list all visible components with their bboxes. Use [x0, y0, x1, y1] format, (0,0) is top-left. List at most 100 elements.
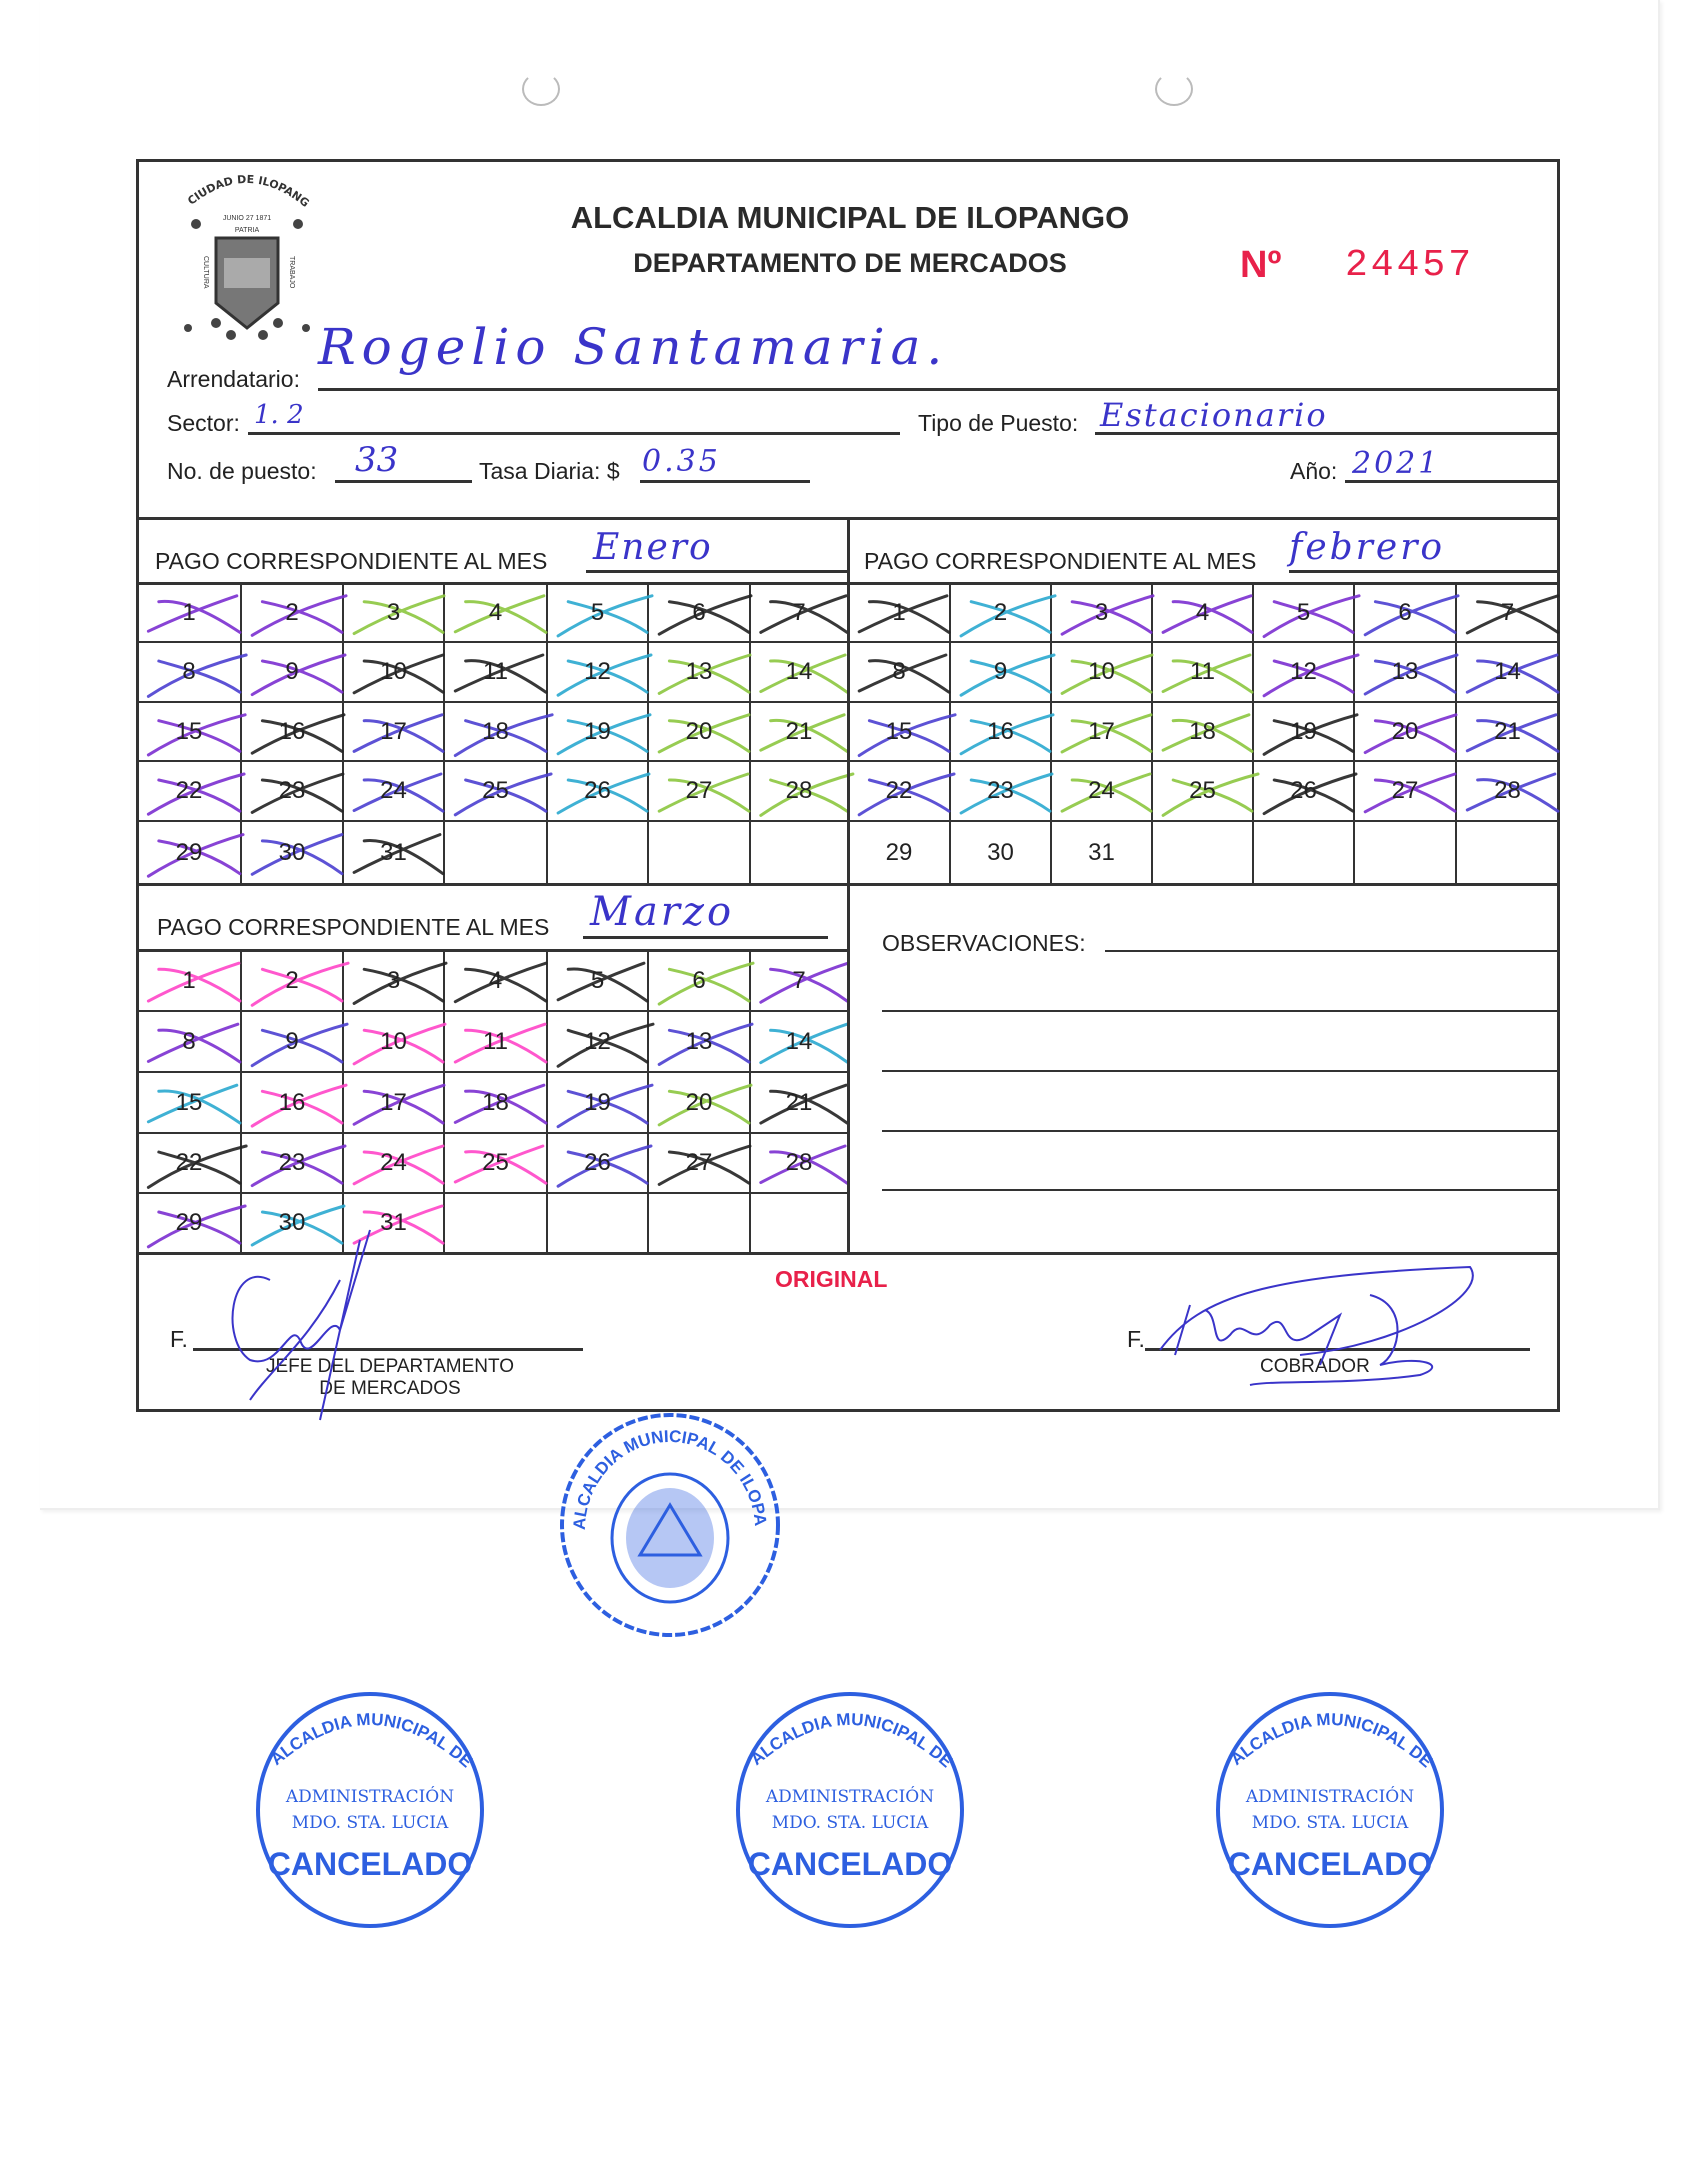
day-cell[interactable]: 16	[951, 703, 1055, 762]
day-cell[interactable]: 15	[138, 1073, 242, 1134]
day-cell[interactable]: 1	[138, 951, 242, 1012]
day-cell[interactable]: 5	[548, 584, 654, 643]
observaciones-line[interactable]	[882, 1130, 1560, 1132]
day-cell[interactable]: 9	[242, 1012, 349, 1073]
day-cell[interactable]: 4	[1153, 584, 1254, 643]
day-cell[interactable]: 10	[344, 1012, 447, 1073]
tasa-field[interactable]: 0.35	[642, 444, 721, 479]
day-cell[interactable]: 27	[1355, 762, 1457, 822]
day-cell[interactable]: 1	[849, 584, 951, 643]
day-cell[interactable]: 22	[138, 762, 246, 822]
day-cell[interactable]: 7	[751, 951, 850, 1012]
day-cell[interactable]: 5	[1254, 584, 1361, 643]
day-cell[interactable]: 18	[445, 703, 554, 762]
month-value[interactable]: Marzo	[590, 889, 735, 935]
observaciones-line[interactable]	[882, 1189, 1560, 1191]
day-cell[interactable]: 4	[445, 951, 548, 1012]
day-cell[interactable]: 28	[1457, 762, 1560, 822]
day-cell[interactable]: 16	[242, 1073, 348, 1134]
day-cell[interactable]: 31	[344, 1194, 445, 1254]
day-cell[interactable]: 14	[751, 1012, 849, 1073]
day-cell[interactable]: 7	[1457, 584, 1560, 643]
day-cell[interactable]: 8	[138, 643, 248, 703]
day-cell[interactable]: 28	[751, 762, 855, 822]
day-cell[interactable]: 31	[344, 822, 445, 885]
day-cell[interactable]: 31	[1052, 822, 1153, 885]
day-cell[interactable]: 1	[138, 584, 242, 643]
day-cell[interactable]: 11	[445, 643, 548, 703]
observaciones-line[interactable]	[882, 1010, 1560, 1012]
day-cell[interactable]: 12	[548, 1012, 655, 1073]
day-cell[interactable]: 19	[1254, 703, 1359, 762]
day-cell[interactable]: 29	[138, 1194, 247, 1254]
day-cell[interactable]: 12	[1254, 643, 1360, 703]
day-cell[interactable]: 8	[849, 643, 951, 703]
day-cell[interactable]: 15	[138, 703, 247, 762]
day-cell[interactable]: 14	[1457, 643, 1560, 703]
day-cell[interactable]: 26	[1254, 762, 1358, 822]
day-cell[interactable]: 18	[445, 1073, 548, 1134]
day-cell[interactable]: 5	[548, 951, 649, 1012]
day-cell[interactable]: 4	[445, 584, 548, 643]
day-cell[interactable]: 17	[344, 1073, 446, 1134]
day-cell[interactable]: 21	[1457, 703, 1560, 762]
observaciones-line[interactable]	[882, 1070, 1560, 1072]
day-cell[interactable]: 18	[1153, 703, 1254, 762]
day-cell[interactable]: 20	[1355, 703, 1458, 762]
day-cell[interactable]: 29	[849, 822, 951, 885]
day-cell[interactable]: 11	[1153, 643, 1254, 703]
day-cell[interactable]: 10	[344, 643, 445, 703]
day-cell[interactable]: 12	[548, 643, 653, 703]
day-cell[interactable]: 25	[445, 762, 553, 822]
day-cell[interactable]: 27	[649, 1134, 752, 1194]
day-cell[interactable]: 26	[548, 762, 651, 822]
day-cell[interactable]: 3	[344, 951, 448, 1012]
day-cell[interactable]: 29	[138, 822, 245, 885]
day-cell[interactable]: 23	[242, 762, 345, 822]
day-cell[interactable]: 6	[649, 951, 755, 1012]
day-cell[interactable]: 27	[649, 762, 751, 822]
sector-field[interactable]: 1. 2	[254, 400, 304, 430]
month-value[interactable]: febrero	[1289, 527, 1446, 568]
day-cell[interactable]: 21	[751, 1073, 849, 1134]
day-cell[interactable]: 17	[1052, 703, 1153, 762]
day-cell[interactable]: 10	[1052, 643, 1154, 703]
day-cell[interactable]: 17	[344, 703, 445, 762]
day-cell[interactable]: 22	[849, 762, 956, 822]
day-cell[interactable]: 14	[751, 643, 849, 703]
day-cell[interactable]: 20	[649, 1073, 753, 1134]
day-cell[interactable]: 7	[751, 584, 849, 643]
day-cell[interactable]: 30	[951, 822, 1052, 885]
day-cell[interactable]: 24	[1052, 762, 1153, 822]
day-cell[interactable]: 30	[242, 1194, 346, 1254]
day-cell[interactable]: 22	[138, 1134, 248, 1194]
tipo-puesto-field[interactable]: Estacionario	[1100, 396, 1328, 434]
arrendatario-field[interactable]: Rogelio Santamaria.	[318, 318, 949, 376]
month-value[interactable]: Enero	[593, 527, 713, 568]
day-cell[interactable]: 15	[849, 703, 957, 762]
day-cell[interactable]: 6	[649, 584, 753, 643]
day-cell[interactable]: 13	[1355, 643, 1459, 703]
day-cell[interactable]: 9	[951, 643, 1056, 703]
day-cell[interactable]: 3	[344, 584, 446, 643]
day-cell[interactable]: 3	[1052, 584, 1155, 643]
day-cell[interactable]: 28	[751, 1134, 849, 1194]
day-cell[interactable]: 24	[344, 762, 445, 822]
day-cell[interactable]: 9	[242, 643, 347, 703]
day-cell[interactable]: 13	[649, 1012, 754, 1073]
day-cell[interactable]: 16	[242, 703, 346, 762]
day-cell[interactable]: 20	[649, 703, 751, 762]
day-cell[interactable]: 6	[1355, 584, 1460, 643]
day-cell[interactable]: 2	[951, 584, 1057, 643]
day-cell[interactable]: 25	[445, 1134, 548, 1194]
day-cell[interactable]: 13	[649, 643, 752, 703]
day-cell[interactable]: 8	[138, 1012, 242, 1073]
day-cell[interactable]: 26	[548, 1134, 653, 1194]
day-cell[interactable]: 23	[242, 1134, 347, 1194]
day-cell[interactable]: 19	[548, 703, 652, 762]
day-cell[interactable]: 11	[445, 1012, 548, 1073]
day-cell[interactable]: 19	[548, 1073, 654, 1134]
day-cell[interactable]: 21	[751, 703, 849, 762]
anio-field[interactable]: 2021	[1352, 446, 1441, 481]
puesto-field[interactable]: 33	[355, 440, 399, 480]
